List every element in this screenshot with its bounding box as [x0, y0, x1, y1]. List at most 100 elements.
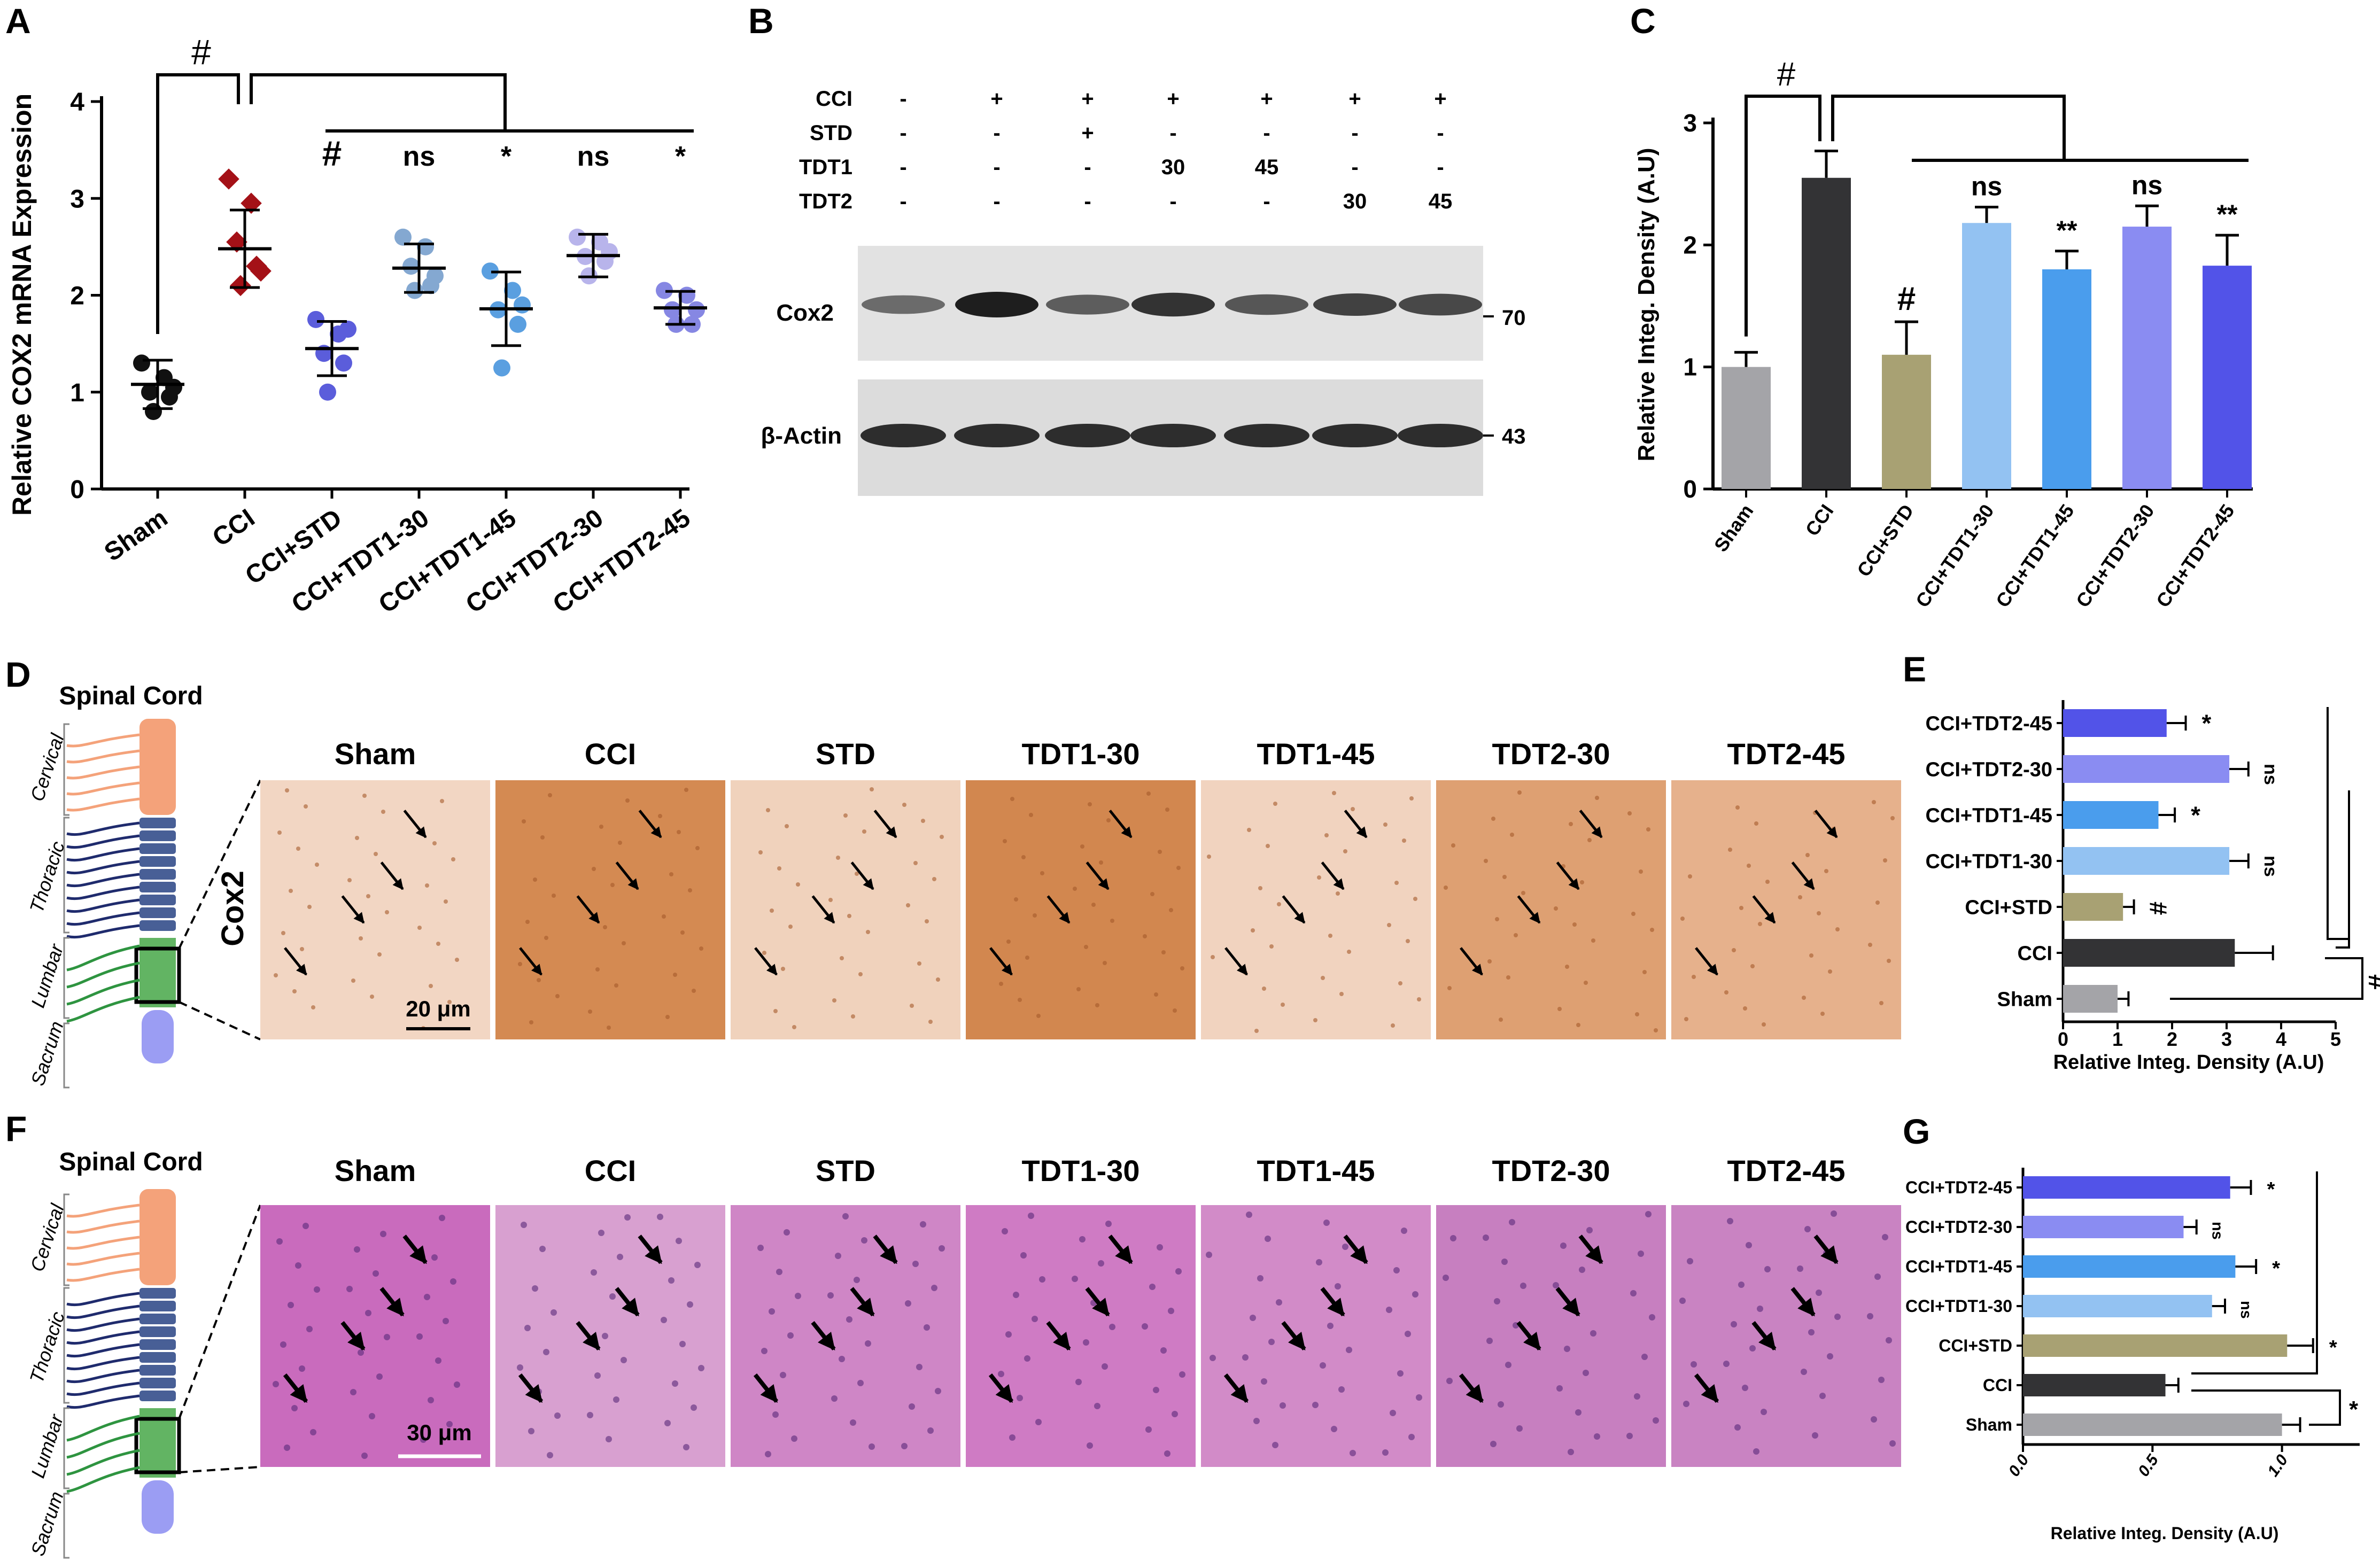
panel-f-cell-speck	[354, 1246, 360, 1253]
panel-f-cell-speck	[1804, 1226, 1811, 1232]
panel-f-cell-speck	[547, 1452, 553, 1458]
panel-a-point	[664, 301, 681, 319]
panel-f-cell-speck	[769, 1308, 775, 1315]
panel-f-cell-speck	[1520, 1283, 1526, 1289]
panel-d-cell-speck	[588, 1009, 592, 1014]
panel-f-cell-speck	[1079, 1236, 1086, 1242]
panel-d-cell-speck	[1491, 817, 1495, 821]
panel-f-thoracic-nerve	[66, 1381, 140, 1396]
panel-f-cell-speck	[276, 1238, 283, 1245]
panel-f-cell-speck	[1691, 1361, 1697, 1368]
panel-b-cox2-band	[1225, 294, 1308, 315]
panel-d-cell-speck	[1394, 881, 1399, 885]
panel-a-annotation: *	[501, 141, 512, 172]
panel-f-cell-speck	[424, 1294, 430, 1300]
panel-d-cell-speck	[1409, 796, 1414, 801]
panel-d-cell-speck	[840, 956, 844, 960]
panel-d-cell-speck	[925, 919, 929, 923]
panel-d-cell-speck	[1510, 833, 1514, 837]
panel-c-bracket	[1745, 95, 1821, 337]
panel-f-cell-speck	[532, 1285, 538, 1292]
panel-f-cell-speck	[1641, 1354, 1648, 1360]
panel-a-axes: 0 1 2 3 4	[70, 88, 689, 504]
panel-d-cell-speck	[1584, 981, 1588, 985]
panel-f-arrow	[1790, 1287, 1816, 1317]
panel-f-cell-speck	[1005, 1331, 1012, 1338]
panel-f-cell-speck	[694, 1262, 701, 1268]
panel-f-cell-speck	[1075, 1379, 1082, 1385]
panel-d-arrow	[989, 947, 1013, 976]
panel-d-cell-speck	[1692, 975, 1696, 979]
panel-f-cell-speck	[931, 1285, 937, 1291]
panel-f-cell-speck	[1683, 1401, 1689, 1407]
panel-f-cell-speck	[1808, 1329, 1815, 1335]
panel-d-cell-speck	[1591, 938, 1595, 943]
panel-d-cell-speck	[436, 942, 440, 946]
panel-a-bracket	[250, 73, 507, 131]
panel-d-cell-speck	[1495, 917, 1499, 921]
panel-f-thoracic-vertebra	[139, 1314, 176, 1324]
panel-d-cell-speck	[1146, 791, 1151, 796]
panel-f-region-bracket	[63, 1287, 69, 1404]
panel-g-annotation: ns	[2237, 1301, 2254, 1319]
panel-a-point	[165, 378, 182, 396]
panel-d-cell-speck	[928, 1020, 933, 1024]
panel-f-cell-speck	[1564, 1346, 1570, 1352]
panel-f-arrow	[1555, 1287, 1580, 1317]
panel-d-region-bracket	[63, 1022, 69, 1089]
panel-e-x-tick-label: 1	[2112, 1028, 2123, 1050]
panel-d-cell-speck	[366, 894, 370, 898]
panel-f-cell-speck	[1172, 1411, 1178, 1417]
panel-b-cox2-band	[1046, 294, 1129, 315]
panel-d-cell-speck	[1029, 813, 1033, 817]
panel-d-cell-speck	[1091, 903, 1096, 907]
panel-d-cell-speck	[762, 951, 766, 955]
panel-a-point	[569, 228, 586, 246]
panel-c-x-tick-label: CCI+TDT1-30	[1911, 500, 1998, 611]
panel-d-cell-speck	[932, 877, 936, 881]
panel-f-cell-speck	[1450, 1235, 1456, 1241]
panel-d-cell-speck	[1332, 791, 1336, 795]
panel-d-arrow	[1224, 947, 1248, 976]
panel-f-cell-speck	[376, 1373, 383, 1380]
panel-b-cell: +	[1434, 87, 1446, 111]
panel-d-cell-speck	[1014, 897, 1018, 902]
panel-b-cell: 45	[1429, 190, 1453, 213]
panel-c-bar	[1882, 354, 1931, 489]
panel-f-cell-speck	[916, 1364, 922, 1370]
panel-d-cell-speck	[289, 889, 293, 893]
panel-f-micrograph	[1436, 1205, 1666, 1467]
panel-letter-c: C	[1630, 1, 1656, 41]
panel-d-cell-speck	[1143, 934, 1147, 938]
panel-d-cervical-nerve	[66, 781, 140, 796]
panel-f-cell-speck	[602, 1333, 608, 1339]
panel-f-cell-speck	[416, 1333, 423, 1340]
panel-d-cell-speck	[773, 1009, 778, 1013]
panel-d-cell-speck	[662, 914, 666, 919]
panel-d-cell-speck	[788, 925, 793, 929]
panel-d-cell-speck	[1728, 848, 1732, 852]
panel-d-cell-speck	[1765, 880, 1770, 884]
panel-a-y-tick-label: 2	[70, 282, 84, 310]
panel-f-cell-speck	[1087, 1442, 1093, 1449]
panel-b-cell: -	[1084, 190, 1091, 213]
panel-f-cell-speck	[420, 1436, 427, 1443]
panel-d-cell-speck	[1150, 892, 1154, 896]
panel-f-cell-speck	[1812, 1432, 1818, 1439]
panel-f-cell-speck	[772, 1411, 779, 1418]
panel-d-cell-speck	[381, 810, 385, 814]
panel-c-x-tick-label: CCI	[1801, 500, 1838, 540]
panel-b-cox2-band	[862, 295, 945, 314]
panel-d-thoracic-vertebra	[139, 895, 176, 905]
panel-f-micrograph	[1201, 1205, 1431, 1467]
panel-d-cell-speck	[370, 995, 374, 999]
panel-d-cell-speck	[1103, 961, 1107, 965]
panel-d-cell-speck	[1387, 923, 1391, 927]
panel-c-y-tick-label: 3	[1683, 109, 1697, 137]
panel-d-cell-speck	[1572, 922, 1577, 927]
panel-a-scatter-chart: Relative COX2 mRNA Expression 0 1 2 3 4 Sham…	[7, 32, 707, 619]
panel-f-thoracic-vertebra	[139, 1301, 176, 1311]
panel-f-arrow	[1813, 1234, 1839, 1264]
panel-d-cell-speck	[1554, 906, 1558, 911]
panel-c-x-tick-label: Sham	[1710, 500, 1758, 556]
